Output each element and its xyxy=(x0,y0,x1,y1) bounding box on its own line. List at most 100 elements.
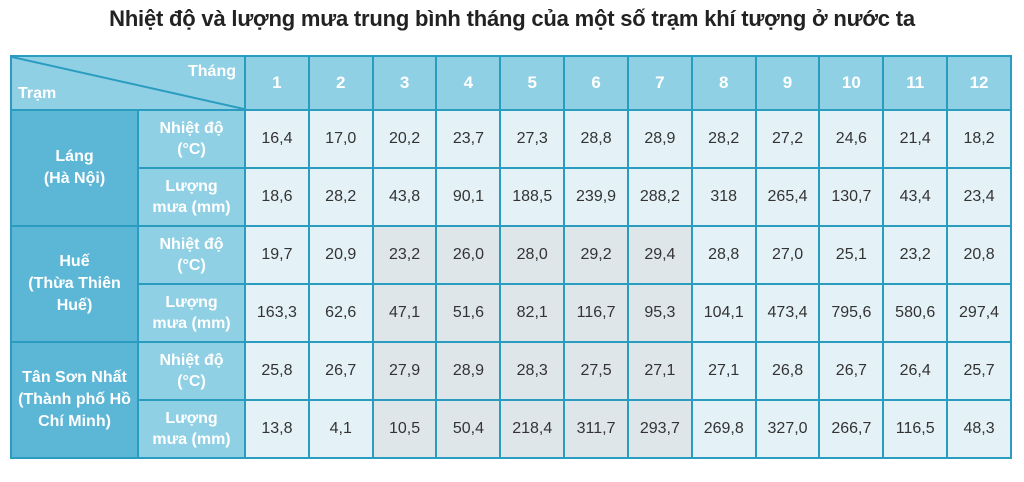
measure-label-line: mưa (mm) xyxy=(152,199,231,216)
month-header: 6 xyxy=(563,55,629,111)
value-cell: 25,7 xyxy=(946,341,1012,401)
diagonal-divider xyxy=(12,57,244,109)
measure-label: Nhiệt độ (°C) xyxy=(137,341,246,401)
value-cell: 23,2 xyxy=(882,225,949,285)
value-cell: 20,8 xyxy=(946,225,1012,285)
table-row: Tân Sơn Nhất (Thành phố Hồ Chí Minh) Nhiệt… xyxy=(10,341,1012,459)
value-cell: 20,9 xyxy=(307,225,374,285)
value-cell: 23,7 xyxy=(435,109,502,169)
header-row: Tháng Trạm 1 2 3 4 5 6 7 8 9 10 11 12 xyxy=(10,55,1012,111)
measure-label-line: Nhiệt độ xyxy=(159,352,224,369)
measure-label-line: mưa (mm) xyxy=(152,431,231,448)
value-cell: 188,5 xyxy=(499,167,566,227)
table-row: Lượng mưa (mm) 13,8 4,1 10,5 50,4 218,4 311,7 29… xyxy=(11,399,1012,459)
value-cell: 50,4 xyxy=(435,399,502,459)
value-cell: 311,7 xyxy=(563,399,629,459)
value-cell: 269,8 xyxy=(690,399,757,459)
value-cell: 293,7 xyxy=(626,399,693,459)
measure-label-line: Lượng xyxy=(165,410,218,427)
station-region: (Thừa Thiên Huế) xyxy=(28,275,121,314)
value-cell: 51,6 xyxy=(435,283,502,343)
climate-table: Tháng Trạm 1 2 3 4 5 6 7 8 9 10 11 12 Láng (Hà Nội) N… xyxy=(10,55,1012,459)
value-cell: 27,3 xyxy=(499,109,566,169)
value-cell: 28,9 xyxy=(626,109,693,169)
month-header: 1 xyxy=(244,55,310,111)
value-cell: 28,9 xyxy=(435,341,502,401)
table-title: Nhiệt độ và lượng mưa trung bình tháng c… xyxy=(109,6,915,31)
value-cell: 239,9 xyxy=(563,167,629,227)
value-cell: 23,4 xyxy=(946,167,1012,227)
measure-label-line: (°C) xyxy=(177,373,206,390)
value-cell: 25,8 xyxy=(244,341,310,401)
station-cell: Láng (Hà Nội) xyxy=(10,109,139,227)
value-cell: 28,2 xyxy=(307,167,374,227)
month-header: 7 xyxy=(626,55,693,111)
value-cell: 29,2 xyxy=(563,225,629,285)
table-row: Lượng mưa (mm) 18,6 28,2 43,8 90,1 188,5 239,9 2… xyxy=(11,167,1012,227)
value-cell: 62,6 xyxy=(307,283,374,343)
value-cell: 95,3 xyxy=(626,283,693,343)
value-cell: 26,7 xyxy=(307,341,374,401)
value-cell: 28,2 xyxy=(690,109,757,169)
month-header: 2 xyxy=(307,55,374,111)
value-cell: 17,0 xyxy=(307,109,374,169)
table-row: Lượng mưa (mm) 163,3 62,6 47,1 51,6 82,1 116,7 9… xyxy=(11,283,1012,343)
month-header: 11 xyxy=(882,55,949,111)
month-header: 9 xyxy=(754,55,821,111)
measure-label: Lượng mưa (mm) xyxy=(137,283,246,343)
measure-label: Lượng mưa (mm) xyxy=(137,399,246,459)
value-cell: 116,5 xyxy=(882,399,949,459)
measure-label-line: mưa (mm) xyxy=(152,315,231,332)
value-cell: 29,4 xyxy=(626,225,693,285)
value-cell: 26,7 xyxy=(818,341,885,401)
value-cell: 318 xyxy=(690,167,757,227)
value-cell: 327,0 xyxy=(754,399,821,459)
value-cell: 48,3 xyxy=(946,399,1012,459)
value-cell: 4,1 xyxy=(307,399,374,459)
measure-label-line: Lượng xyxy=(165,178,218,195)
value-cell: 26,8 xyxy=(754,341,821,401)
measure-label-line: (°C) xyxy=(177,141,206,158)
value-cell: 473,4 xyxy=(754,283,821,343)
value-cell: 26,0 xyxy=(435,225,502,285)
station-cell: Tân Sơn Nhất (Thành phố Hồ Chí Minh) xyxy=(10,341,139,459)
value-cell: 27,1 xyxy=(690,341,757,401)
measure-label-line: Nhiệt độ xyxy=(159,120,224,137)
station-region: (Hà Nội) xyxy=(43,170,106,187)
value-cell: 27,5 xyxy=(563,341,629,401)
value-cell: 21,4 xyxy=(882,109,949,169)
value-cell: 266,7 xyxy=(818,399,885,459)
value-cell: 24,6 xyxy=(818,109,885,169)
station-name: Láng xyxy=(55,148,94,165)
value-cell: 10,5 xyxy=(371,399,438,459)
value-cell: 20,2 xyxy=(371,109,438,169)
measure-label: Nhiệt độ (°C) xyxy=(137,109,246,169)
table-row: Huế (Thừa Thiên Huế) Nhiệt độ (°C) 19,7 20,9 2… xyxy=(10,225,1012,343)
value-cell: 28,0 xyxy=(499,225,566,285)
value-cell: 265,4 xyxy=(754,167,821,227)
value-cell: 795,6 xyxy=(818,283,885,343)
corner-header: Tháng Trạm xyxy=(10,55,246,111)
table-row: Láng (Hà Nội) Nhiệt độ (°C) 16,4 17,0 20,2 23,7… xyxy=(10,109,1012,227)
value-cell: 27,9 xyxy=(371,341,438,401)
value-cell: 28,3 xyxy=(499,341,566,401)
value-cell: 27,1 xyxy=(626,341,693,401)
value-cell: 16,4 xyxy=(244,109,310,169)
month-label: Tháng xyxy=(188,63,236,80)
value-cell: 28,8 xyxy=(563,109,629,169)
value-cell: 25,1 xyxy=(818,225,885,285)
month-header: 8 xyxy=(690,55,757,111)
value-cell: 18,6 xyxy=(244,167,310,227)
value-cell: 28,8 xyxy=(690,225,757,285)
measure-label-line: Nhiệt độ xyxy=(159,236,224,253)
month-header: 12 xyxy=(946,55,1012,111)
value-cell: 130,7 xyxy=(818,167,885,227)
month-header: 5 xyxy=(499,55,566,111)
value-cell: 18,2 xyxy=(946,109,1012,169)
value-cell: 27,2 xyxy=(754,109,821,169)
measure-label: Nhiệt độ (°C) xyxy=(137,225,246,285)
value-cell: 82,1 xyxy=(499,283,566,343)
station-label: Trạm xyxy=(18,85,57,102)
value-cell: 19,7 xyxy=(244,225,310,285)
month-header: 10 xyxy=(818,55,885,111)
